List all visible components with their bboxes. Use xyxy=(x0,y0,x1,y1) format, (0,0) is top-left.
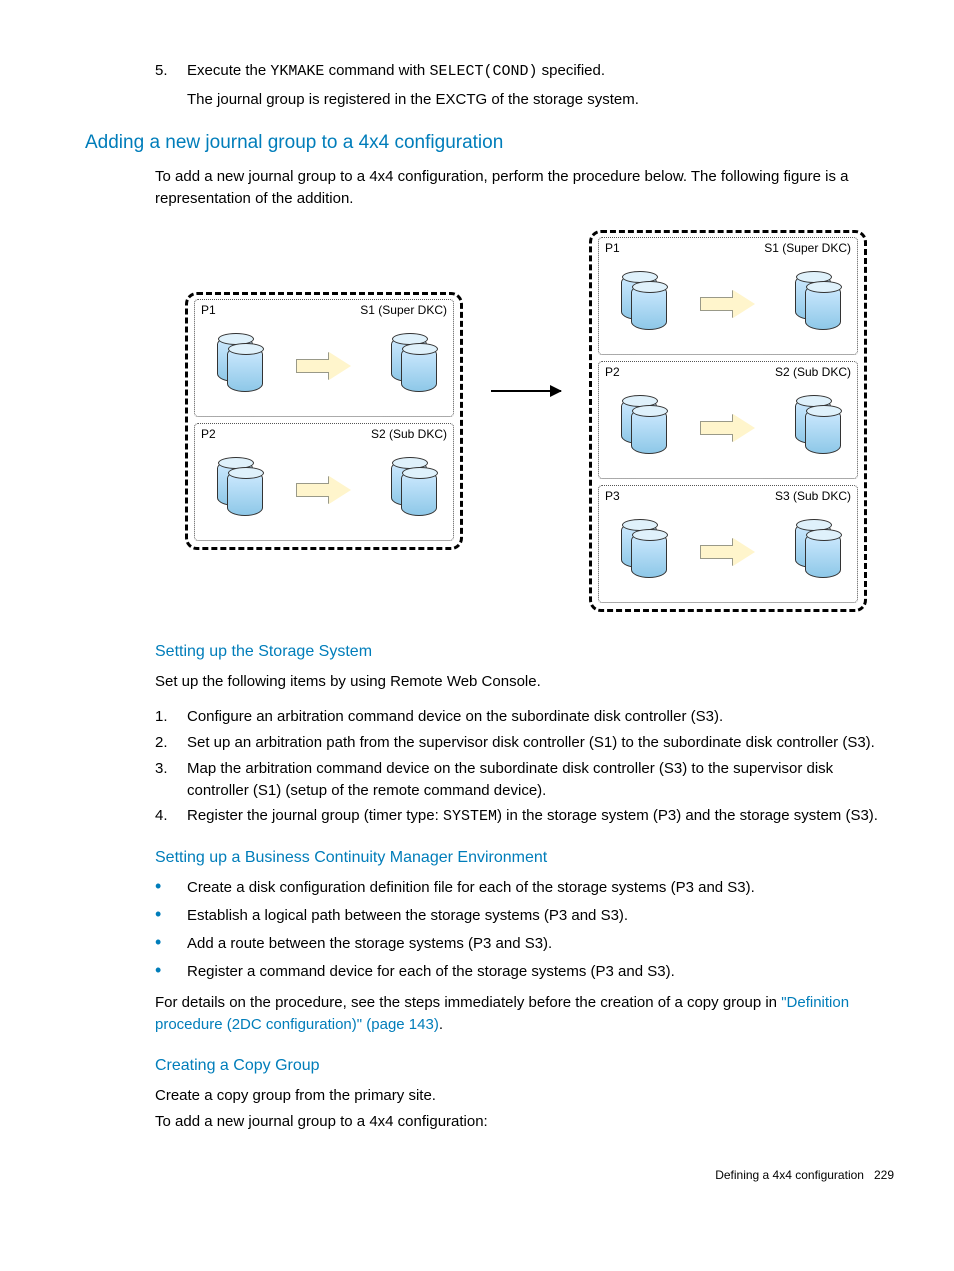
arrow-icon xyxy=(700,290,756,318)
sub1-heading: Setting up the Storage System xyxy=(155,640,894,663)
sub1-t4a: Register the journal group (timer type: xyxy=(187,807,443,824)
sub2-item-3: •Add a route between the storage systems… xyxy=(155,933,894,955)
section-intro: To add a new journal group to a 4x4 conf… xyxy=(155,166,894,210)
arrow-icon xyxy=(296,476,352,504)
pair-box-p1r: P1 S1 (Super DKC) xyxy=(598,237,858,355)
sub2-detail: For details on the procedure, see the st… xyxy=(155,992,894,1036)
sub1-t1: Configure an arbitration command device … xyxy=(187,706,894,728)
step-5-num: 5. xyxy=(155,60,187,83)
step5-code-a: YKMAKE xyxy=(270,63,324,80)
cyl-p2 xyxy=(205,460,269,520)
step-5: 5. Execute the YKMAKE command with SELEC… xyxy=(155,60,894,83)
pair-box-p2r: P2 S2 (Sub DKC) xyxy=(598,361,858,479)
sub2-t3: Add a route between the storage systems … xyxy=(187,933,894,955)
sub1-t2: Set up an arbitration path from the supe… xyxy=(187,732,894,754)
step5-a: Execute the xyxy=(187,62,270,79)
step5-b: command with xyxy=(324,62,429,79)
lbl-s1r: S1 (Super DKC) xyxy=(762,240,853,257)
cyl-s2 xyxy=(379,460,443,520)
sub1-item-2: 2. Set up an arbitration path from the s… xyxy=(155,732,894,754)
step5-c: specified. xyxy=(537,62,605,79)
sub2-item-1: •Create a disk configuration definition … xyxy=(155,877,894,899)
transition-arrow-icon xyxy=(491,390,561,392)
sub2-t4: Register a command device for each of th… xyxy=(187,961,894,983)
arrow-icon xyxy=(700,538,756,566)
diagram-left: P1 S1 (Super DKC) P2 S2 (Sub DKC) xyxy=(185,292,463,550)
step5-code-b: SELECT(COND) xyxy=(429,63,537,80)
step-5-text: Execute the YKMAKE command with SELECT(C… xyxy=(187,60,894,83)
diagram-right: P1 S1 (Super DKC) P2 S2 (Sub DKC) P3 S3 … xyxy=(589,230,867,612)
lbl-p2: P2 xyxy=(199,426,218,443)
sub2-t2: Establish a logical path between the sto… xyxy=(187,905,894,927)
bullet-icon: • xyxy=(155,905,187,927)
sub1-n1: 1. xyxy=(155,706,187,728)
sub1-t4code: SYSTEM xyxy=(443,808,497,825)
sub1-t3: Map the arbitration command device on th… xyxy=(187,758,894,802)
arrow-icon xyxy=(296,352,352,380)
sub3-p2: To add a new journal group to a 4x4 conf… xyxy=(155,1111,894,1133)
cyl-p2r xyxy=(609,398,673,458)
sub1-item-4: 4. Register the journal group (timer typ… xyxy=(155,805,894,828)
lbl-s2r: S2 (Sub DKC) xyxy=(773,364,853,381)
lbl-p1: P1 xyxy=(199,302,218,319)
sub3-p1: Create a copy group from the primary sit… xyxy=(155,1085,894,1107)
sub3-heading: Creating a Copy Group xyxy=(155,1054,894,1077)
sub1-intro: Set up the following items by using Remo… xyxy=(155,671,894,693)
sub1-t4b: ) in the storage system (P3) and the sto… xyxy=(497,807,878,824)
sub1-n3: 3. xyxy=(155,758,187,802)
sub1-n2: 2. xyxy=(155,732,187,754)
sub1-t4: Register the journal group (timer type: … xyxy=(187,805,894,828)
section-heading: Adding a new journal group to a 4x4 conf… xyxy=(85,129,894,157)
sub1-item-3: 3. Map the arbitration command device on… xyxy=(155,758,894,802)
sub1-list: 1. Configure an arbitration command devi… xyxy=(155,706,894,828)
arrow-icon xyxy=(700,414,756,442)
lbl-s1: S1 (Super DKC) xyxy=(358,302,449,319)
lbl-p1r: P1 xyxy=(603,240,622,257)
lbl-s3r: S3 (Sub DKC) xyxy=(773,488,853,505)
bullet-icon: • xyxy=(155,877,187,899)
cyl-s1r xyxy=(783,274,847,334)
lbl-p2r: P2 xyxy=(603,364,622,381)
cyl-s2r xyxy=(783,398,847,458)
diagram: P1 S1 (Super DKC) P2 S2 (Sub DKC) P1 S1 … xyxy=(185,230,894,612)
lbl-p3r: P3 xyxy=(603,488,622,505)
footer-page: 229 xyxy=(874,1168,894,1182)
sub2-item-4: •Register a command device for each of t… xyxy=(155,961,894,983)
step-5-sub: The journal group is registered in the E… xyxy=(187,89,894,111)
cyl-s1 xyxy=(379,336,443,396)
exctg-left: P1 S1 (Super DKC) P2 S2 (Sub DKC) xyxy=(185,292,463,550)
pair-box-p2: P2 S2 (Sub DKC) xyxy=(194,423,454,541)
pair-box-p3r: P3 S3 (Sub DKC) xyxy=(598,485,858,603)
sub2-t1: Create a disk configuration definition f… xyxy=(187,877,894,899)
sub2-detail-b: . xyxy=(439,1016,443,1033)
cyl-p1 xyxy=(205,336,269,396)
cyl-p3r xyxy=(609,522,673,582)
sub2-list: •Create a disk configuration definition … xyxy=(155,877,894,982)
bullet-icon: • xyxy=(155,933,187,955)
sub2-item-2: •Establish a logical path between the st… xyxy=(155,905,894,927)
bullet-icon: • xyxy=(155,961,187,983)
page-footer: Defining a 4x4 configuration 229 xyxy=(85,1167,894,1184)
exctg-right: P1 S1 (Super DKC) P2 S2 (Sub DKC) P3 S3 … xyxy=(589,230,867,612)
sub2-detail-a: For details on the procedure, see the st… xyxy=(155,994,781,1011)
footer-text: Defining a 4x4 configuration xyxy=(715,1168,864,1182)
sub2-heading: Setting up a Business Continuity Manager… xyxy=(155,846,894,869)
lbl-s2: S2 (Sub DKC) xyxy=(369,426,449,443)
sub1-item-1: 1. Configure an arbitration command devi… xyxy=(155,706,894,728)
cyl-s3r xyxy=(783,522,847,582)
cyl-p1r xyxy=(609,274,673,334)
sub1-n4: 4. xyxy=(155,805,187,828)
pair-box-p1: P1 S1 (Super DKC) xyxy=(194,299,454,417)
